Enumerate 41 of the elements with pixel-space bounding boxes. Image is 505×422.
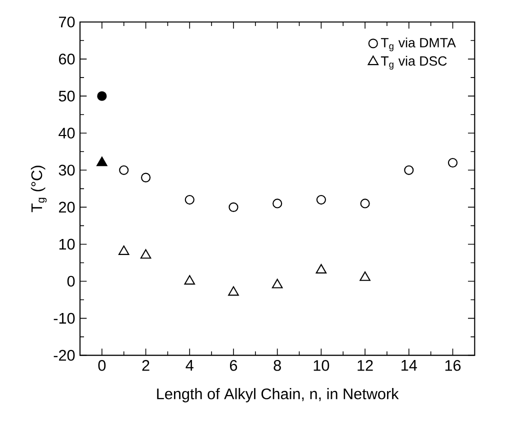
point	[97, 91, 107, 101]
point	[184, 275, 196, 285]
point	[360, 198, 370, 208]
point	[316, 264, 327, 274]
y-tick-label: 20	[59, 202, 75, 213]
y-tick-label: -10	[54, 312, 75, 324]
x-tick-label: 6	[230, 360, 238, 371]
point	[228, 286, 239, 296]
y-tick-label: 60	[59, 54, 75, 64]
x-tick-label: 10	[314, 360, 330, 371]
x-tick-label: 0	[98, 360, 106, 371]
x-axis-title: Length of Alkyl Chain, n, in Network	[157, 388, 399, 402]
y-tick-label: 40	[58, 128, 75, 139]
point	[184, 194, 194, 205]
y-tick-label: 0	[67, 276, 75, 287]
x-tick-label: 16	[445, 360, 461, 371]
point	[272, 278, 283, 288]
y-tick-label: -20	[54, 350, 75, 361]
x-tick-label: 12	[358, 360, 373, 371]
point	[119, 165, 129, 175]
y-tick-label: 50	[58, 90, 75, 102]
point	[316, 194, 326, 205]
point	[118, 245, 130, 255]
point	[272, 198, 282, 208]
y-tick-label: 30	[58, 164, 75, 176]
point	[448, 158, 458, 168]
x-tick-label: 8	[274, 360, 281, 371]
point	[96, 156, 108, 166]
legend-label: T$_{g}$ via DSC	[380, 56, 447, 70]
legend-label: T$_{g}$ via DMTA	[380, 38, 456, 52]
point	[404, 165, 414, 175]
point	[228, 202, 238, 212]
x-tick-label: 4	[186, 360, 194, 371]
point	[140, 249, 152, 259]
y-tick-label: 10	[59, 238, 75, 250]
x-tick-label: 14	[402, 360, 417, 371]
y-axis-title: T$_{g}$ (°C)	[30, 166, 47, 212]
point	[360, 271, 370, 281]
y-tick-label: 70	[59, 16, 75, 28]
point	[140, 172, 151, 182]
x-tick-label: 2	[142, 360, 150, 371]
